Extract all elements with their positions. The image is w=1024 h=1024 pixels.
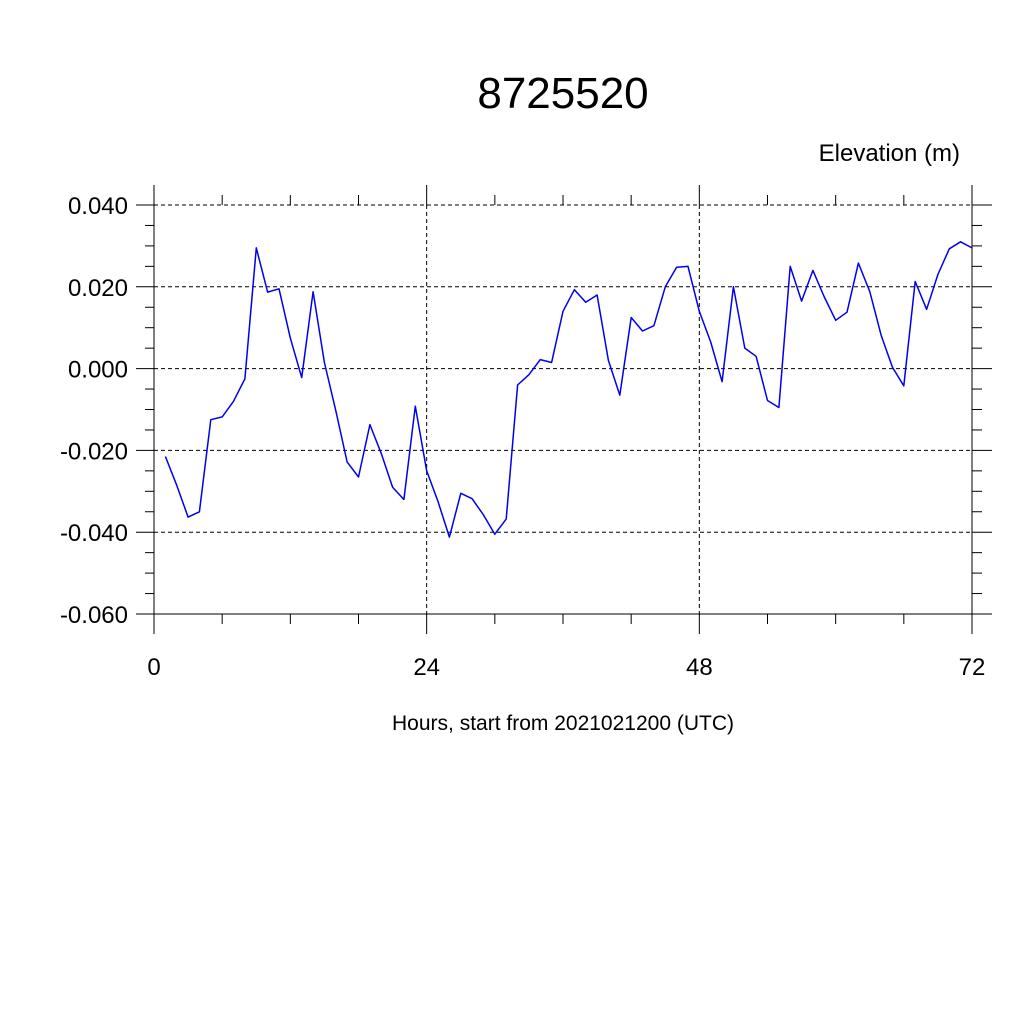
series-layer (164, 241, 973, 538)
x-axis-label: Hours, start from 2021021200 (UTC) (392, 712, 734, 735)
x-tick-label: 24 (413, 654, 440, 681)
chart-title: 8725520 (477, 69, 648, 118)
axes (136, 185, 992, 634)
y-tick-label: -0.040 (60, 520, 128, 547)
y-tick-label: 0.020 (68, 275, 128, 302)
y-tick-label: -0.020 (60, 438, 128, 465)
grid-lines (154, 204, 972, 614)
x-tick-label: 48 (686, 654, 713, 681)
x-tick-label: 72 (959, 654, 986, 681)
x-tick-label: 0 (147, 654, 160, 681)
series-line (164, 241, 973, 538)
y-tick-label: -0.060 (60, 602, 128, 629)
chart-subtitle: Elevation (m) (819, 140, 960, 167)
tick-labels: -0.060 -0.040 -0.020 0.000 0.020 0.040 0 24 48 72 (60, 193, 985, 681)
y-tick-label: 0.040 (68, 193, 128, 220)
y-tick-label: 0.000 (68, 357, 128, 384)
